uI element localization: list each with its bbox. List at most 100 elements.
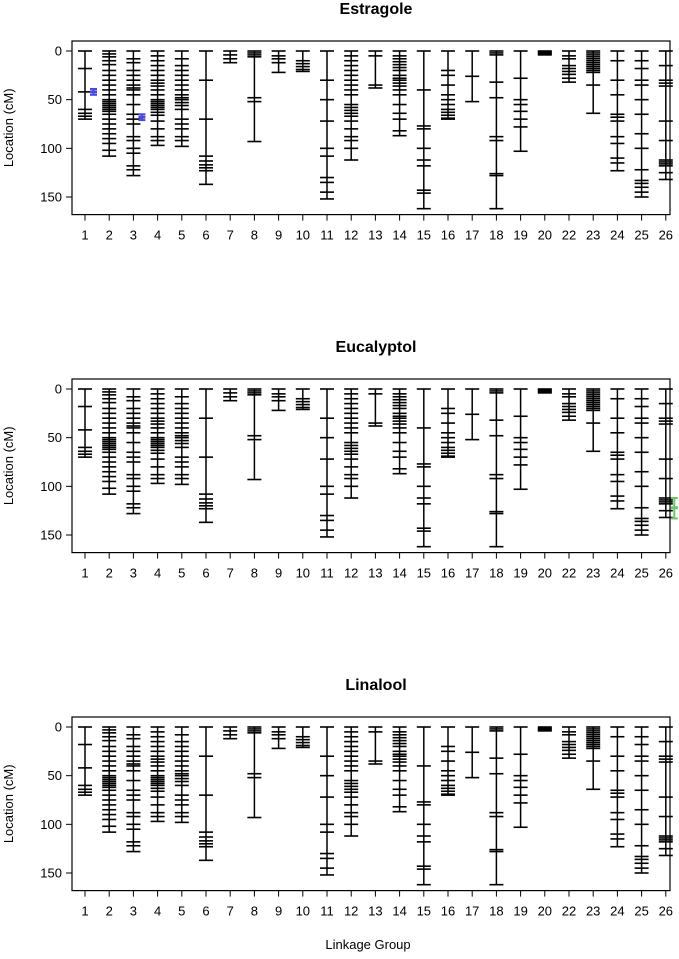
linkage-group-13 [368, 726, 383, 765]
linkage-group-10 [295, 50, 310, 73]
x-tick-label: 3 [130, 904, 137, 919]
linkage-group-24 [610, 388, 625, 510]
linkage-group-2 [102, 388, 117, 495]
y-axis-label: Location (cM) [1, 764, 16, 843]
x-tick-label: 11 [320, 904, 334, 919]
linkage-group-26 [658, 50, 673, 181]
x-tick-label: 16 [441, 566, 455, 581]
linkage-group-1 [78, 50, 92, 120]
linkage-group-11 [320, 388, 334, 538]
linkage-group-10 [295, 726, 310, 749]
x-tick-label: 5 [178, 566, 185, 581]
x-tick-label: 11 [320, 228, 334, 243]
x-tick-label: 22 [562, 228, 576, 243]
y-tick-label: 100 [40, 817, 62, 832]
y-tick-label: 0 [55, 720, 62, 735]
x-tick-label: 13 [368, 904, 382, 919]
x-tick-label: 4 [154, 904, 161, 919]
linkage-group-10 [295, 388, 310, 411]
x-tick-label: 3 [130, 228, 137, 243]
x-tick-label: 10 [296, 566, 310, 581]
x-tick-label: 25 [634, 566, 648, 581]
x-tick-label: 22 [562, 904, 576, 919]
y-tick-label: 150 [40, 866, 62, 881]
y-tick-label: 100 [40, 479, 62, 494]
linkage-group-16 [441, 726, 455, 796]
linkage-group-19 [513, 726, 528, 829]
x-tick-label: 23 [586, 904, 600, 919]
linkage-group-1 [78, 388, 92, 458]
x-tick-label: 15 [417, 904, 431, 919]
linkage-group-25 [634, 726, 649, 874]
x-tick-label: 20 [538, 566, 552, 581]
linkage-group-12 [344, 388, 359, 499]
x-tick-label: 6 [202, 904, 209, 919]
x-tick-label: 15 [417, 566, 431, 581]
x-tick-label: 8 [251, 904, 258, 919]
linkage-group-8 [247, 50, 262, 143]
x-tick-label: 15 [417, 228, 431, 243]
x-tick-label: 14 [392, 228, 406, 243]
linkage-group-5 [174, 388, 189, 486]
x-tick-label: 7 [227, 228, 234, 243]
linkage-group-20 [537, 388, 552, 394]
y-axis-label: Location (cM) [1, 426, 16, 505]
x-tick-label: 16 [441, 228, 455, 243]
x-tick-label: 24 [610, 228, 624, 243]
x-tick-label: 2 [106, 904, 113, 919]
linkage-group-1 [78, 726, 92, 796]
x-tick-label: 2 [106, 228, 113, 243]
linkage-group-7 [223, 726, 238, 740]
qtl-interval [138, 113, 146, 122]
linkage-group-13 [368, 388, 383, 427]
linkage-group-22 [562, 388, 576, 421]
linkage-group-23 [586, 50, 601, 115]
x-tick-label: 14 [392, 566, 406, 581]
y-tick-label: 100 [40, 141, 62, 156]
x-tick-label: 17 [465, 566, 479, 581]
panel-title: Estragole [340, 1, 413, 18]
linkage-group-11 [320, 726, 334, 876]
x-tick-label: 1 [81, 566, 88, 581]
linkage-group-8 [247, 388, 262, 481]
linkage-group-4 [150, 388, 165, 485]
x-tick-label: 25 [634, 228, 648, 243]
plot-frame [71, 378, 671, 554]
linkage-group-19 [513, 50, 528, 153]
x-tick-label: 8 [251, 566, 258, 581]
linkage-group-9 [271, 726, 286, 750]
x-tick-label: 23 [586, 566, 600, 581]
x-tick-label: 11 [320, 566, 334, 581]
linkage-group-26 [658, 388, 673, 519]
linkage-group-17 [465, 388, 480, 441]
x-tick-label: 9 [275, 904, 282, 919]
x-tick-label: 24 [610, 566, 624, 581]
x-tick-label: 5 [178, 228, 185, 243]
linkage-group-18 [489, 388, 504, 548]
x-tick-label: 19 [513, 228, 527, 243]
linkage-group-14 [392, 50, 407, 137]
y-tick-label: 0 [55, 44, 62, 59]
x-tick-label: 17 [465, 228, 479, 243]
linkage-group-9 [271, 388, 286, 412]
x-tick-label: 1 [81, 904, 88, 919]
linkage-group-2 [102, 50, 117, 157]
y-tick-label: 150 [40, 528, 62, 543]
linkage-group-24 [610, 50, 625, 172]
panel-title: Linalool [345, 677, 406, 694]
x-tick-label: 1 [81, 228, 88, 243]
linkage-group-5 [174, 50, 189, 148]
x-tick-label: 26 [659, 566, 673, 581]
x-tick-label: 7 [227, 566, 234, 581]
x-tick-label: 7 [227, 904, 234, 919]
x-tick-label: 26 [659, 904, 673, 919]
linkage-group-16 [441, 50, 455, 120]
y-tick-label: 150 [40, 190, 62, 205]
x-tick-label: 5 [178, 904, 185, 919]
x-tick-label: 4 [154, 228, 161, 243]
x-tick-label: 6 [202, 228, 209, 243]
linkage-group-12 [344, 726, 359, 837]
linkage-group-3 [126, 50, 141, 177]
x-tick-label: 22 [562, 566, 576, 581]
